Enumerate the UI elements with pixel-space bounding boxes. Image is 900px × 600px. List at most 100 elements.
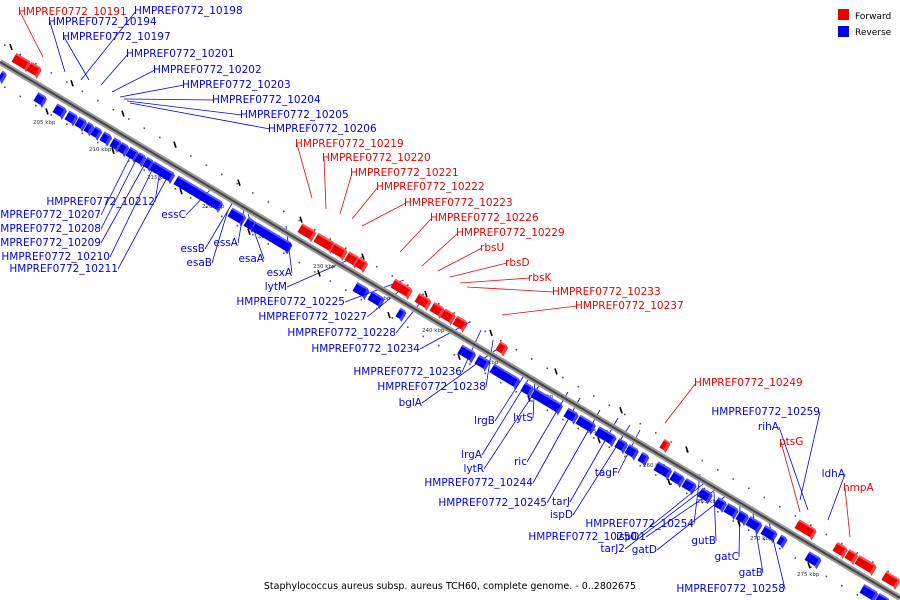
gene-side bbox=[115, 140, 123, 153]
leader-line bbox=[483, 383, 541, 470]
guide-dot bbox=[19, 53, 22, 56]
guide-dot bbox=[484, 372, 487, 375]
reverse-gene bbox=[735, 510, 749, 527]
guide-dot bbox=[360, 256, 363, 259]
gene-highlight bbox=[113, 137, 121, 143]
reverse-track-tick bbox=[317, 270, 321, 277]
guide-dot bbox=[453, 312, 456, 314]
gene-body bbox=[52, 103, 66, 117]
gene-side bbox=[362, 288, 370, 301]
gene-side bbox=[609, 435, 617, 448]
gene-highlight bbox=[56, 103, 66, 110]
guide-dot bbox=[748, 487, 750, 490]
gene-side bbox=[60, 108, 67, 120]
forward-gene bbox=[440, 308, 456, 326]
gene-highlight bbox=[247, 217, 256, 224]
guide-dot bbox=[438, 344, 440, 347]
kbp-tick-label: 230 kbp bbox=[313, 264, 336, 270]
gene-side bbox=[80, 120, 88, 132]
legend: Forward Reverse bbox=[838, 9, 892, 38]
gene-body bbox=[64, 110, 77, 124]
guide-dot bbox=[639, 422, 642, 425]
gene-label-lytr: lytR bbox=[463, 463, 484, 475]
leader-line bbox=[339, 172, 353, 215]
guide-dot bbox=[810, 524, 812, 526]
gene-highlight bbox=[628, 444, 638, 451]
gene-highlight bbox=[618, 438, 627, 444]
gene-highlight bbox=[780, 534, 786, 539]
gene-highlight bbox=[231, 207, 245, 217]
guide-dot bbox=[856, 552, 859, 554]
gene-body bbox=[776, 534, 786, 546]
guide-dot bbox=[159, 136, 161, 139]
gene-side bbox=[556, 403, 563, 416]
guide-dot bbox=[701, 501, 704, 504]
guide-dot bbox=[19, 95, 22, 98]
leader-line bbox=[296, 143, 313, 199]
gene-body bbox=[109, 137, 121, 150]
reverse-gene bbox=[575, 414, 596, 435]
forward-guide-track bbox=[4, 44, 890, 573]
genome-backbone-core bbox=[0, 61, 900, 599]
leader-line bbox=[100, 152, 133, 216]
guide-dot bbox=[546, 367, 549, 370]
guide-dot bbox=[267, 201, 270, 203]
gene-body bbox=[0, 70, 6, 81]
gene-body bbox=[457, 344, 475, 361]
gene-label-hmpref0772-10201: HMPREF0772_10201 bbox=[126, 48, 235, 60]
gene-side bbox=[809, 528, 817, 541]
guide-dot bbox=[159, 178, 161, 181]
gene-body bbox=[227, 207, 245, 224]
leader-line bbox=[437, 247, 483, 272]
gene-side bbox=[71, 114, 78, 127]
guide-dot bbox=[717, 511, 719, 513]
guide-dot bbox=[515, 349, 518, 351]
gene-body bbox=[760, 525, 776, 540]
guide-dot bbox=[856, 594, 859, 596]
gene-label-hmpref0772-10202: HMPREF0772_10202 bbox=[153, 64, 262, 76]
forward-gene bbox=[390, 278, 413, 300]
guide-dot bbox=[469, 363, 471, 365]
gene-body bbox=[530, 388, 562, 413]
reverse-gene bbox=[563, 407, 579, 425]
guide-dot bbox=[825, 575, 828, 578]
reverse-gene bbox=[280, 239, 292, 254]
gene-label-rbsd: rbsD bbox=[505, 257, 530, 269]
leader-line bbox=[844, 487, 851, 538]
leader-line bbox=[117, 175, 169, 270]
gene-label-hmpref0772-10254: HMPREF0772_10254 bbox=[585, 518, 694, 530]
forward-gene bbox=[330, 243, 348, 262]
guide-dot bbox=[732, 520, 735, 522]
gene-body bbox=[844, 549, 857, 562]
reverse-gene bbox=[0, 70, 7, 85]
reverse-gene bbox=[760, 525, 778, 544]
leader-line bbox=[501, 305, 578, 316]
gene-highlight bbox=[444, 308, 455, 316]
leader-line bbox=[466, 286, 555, 293]
reverse-gene bbox=[367, 291, 385, 310]
reverse-track-tick bbox=[807, 561, 811, 569]
gene-body bbox=[669, 470, 684, 485]
gene-label-hmpref0772-10210: HMPREF0772_10210 bbox=[1, 251, 110, 263]
gene-label-ldha: ldhA bbox=[822, 468, 846, 480]
gene-side bbox=[284, 241, 292, 254]
gene-highlight bbox=[685, 478, 696, 485]
gene-label-hmpref0772-10225: HMPREF0772_10225 bbox=[236, 296, 345, 308]
gene-highlight bbox=[798, 519, 816, 531]
gene-side bbox=[438, 307, 445, 319]
gene-label-hmpref0772-10206: HMPREF0772_10206 bbox=[268, 123, 377, 135]
gene-body bbox=[134, 152, 145, 164]
gene-label-bgla: bglA bbox=[399, 397, 423, 409]
forward-track-tick bbox=[70, 80, 74, 87]
leader-line bbox=[494, 373, 526, 422]
gene-label-hmpref0772-10208: HMPREF0772_10208 bbox=[0, 223, 101, 235]
gene-highlight bbox=[885, 571, 899, 581]
guide-dot bbox=[794, 515, 797, 517]
leader-line bbox=[664, 382, 697, 424]
guide-dot bbox=[143, 169, 146, 172]
leader-line bbox=[111, 69, 156, 93]
guide-dot bbox=[221, 215, 223, 218]
guide-dot bbox=[267, 243, 270, 245]
gene-body bbox=[390, 278, 412, 297]
guide-dot bbox=[35, 104, 37, 107]
